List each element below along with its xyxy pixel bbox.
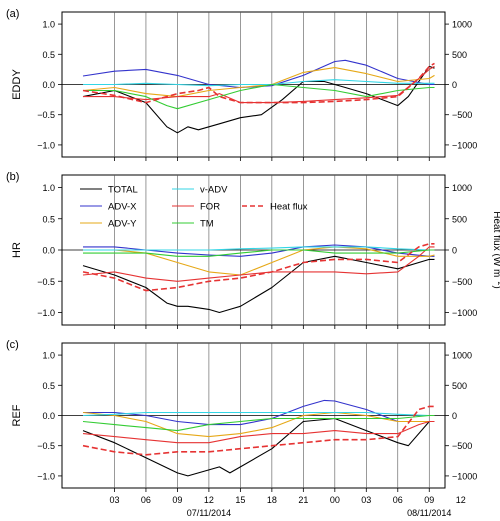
legend-label: TM	[200, 219, 214, 230]
x-tick-label: 06	[141, 495, 151, 505]
legend-label: ADV-X	[108, 202, 137, 213]
y-axis-label-right-text: Heat flux (W m	[491, 211, 500, 277]
y-tick-label-right: 1000	[452, 183, 472, 193]
y-tick-label: −0.5	[37, 110, 55, 120]
y-tick-label: −1.0	[37, 308, 55, 318]
y-axis-label-right-end: )	[491, 285, 500, 288]
panel-eddy: −1.0 −1000 −0.5 −500 0.0 0 0.5 500 1.0 1000 (a) EDD…	[6, 8, 477, 161]
series-line-tm	[83, 83, 435, 110]
y-axis-label-right: Heat flux (W m−2)	[491, 211, 500, 288]
x-tick-label: 21	[298, 495, 308, 505]
x-tick-label: 18	[267, 495, 277, 505]
y-tick-label: −1.0	[37, 140, 55, 150]
y-tick-label-right: −500	[452, 277, 472, 287]
x-tick-label: 09	[424, 495, 434, 505]
series-group	[82, 59, 435, 134]
series-line-heat-flux	[82, 243, 435, 292]
y-tick-label-right: 0	[452, 80, 457, 90]
x-tick-label: 06	[393, 495, 403, 505]
y-tick-label-right: 0	[452, 246, 457, 256]
series-line-total	[82, 65, 435, 134]
y-axis-label: REF	[11, 404, 23, 426]
date-label: 08/11/2014	[407, 508, 451, 518]
series-line-adv-x	[83, 244, 435, 257]
y-tick-label-right: 1000	[452, 351, 472, 361]
y-tick-label: 0.0	[42, 411, 55, 421]
x-tick-label: 09	[172, 495, 182, 505]
legend-label: FOR	[200, 202, 220, 213]
y-axis-label: EDDY	[11, 69, 23, 100]
series-line-for	[83, 65, 435, 104]
series-line-tm	[82, 414, 435, 432]
x-axis: 03 06 09 12 15 18 21 00 03 06 09 12 07/11/2014 08/11/…	[109, 495, 465, 518]
y-tick-label-right: 500	[452, 50, 467, 60]
series-line-heat-flux	[82, 405, 435, 456]
y-tick-label-right: −1000	[452, 140, 477, 150]
x-tick-label: 12	[204, 495, 214, 505]
y-tick-label-right: 1000	[452, 20, 472, 30]
series-line-adv-x	[82, 59, 435, 89]
series-line-heat-flux	[82, 62, 435, 104]
series-line-adv-y	[82, 411, 435, 438]
y-tick-label-right: 500	[452, 214, 467, 224]
y-tick-label: 0.5	[42, 214, 55, 224]
series-line-total	[82, 255, 435, 314]
x-tick-label: 12	[456, 495, 466, 505]
series-group	[82, 243, 435, 314]
panel-label: (c)	[6, 339, 19, 351]
series-group	[82, 399, 435, 477]
series-line-tm	[83, 249, 435, 257]
y-tick-label-right: −500	[452, 110, 472, 120]
series-line-v-adv	[82, 411, 435, 417]
y-tick-label: 0.0	[42, 246, 55, 256]
panel-label: (a)	[6, 8, 19, 20]
panel-ref: −1.0 −1000 −0.5 −500 0.0 0 0.5 500 1.0 1000 (c) REF	[6, 339, 477, 492]
y-tick-label: 0.0	[42, 80, 55, 90]
legend: TOTAL v-ADV ADV-X FOR Heat flux ADV-Y TM	[80, 185, 308, 230]
x-tick-label: 03	[109, 495, 119, 505]
series-line-v-adv	[83, 246, 435, 251]
y-tick-label: −1.0	[37, 471, 55, 481]
series-line-for	[82, 246, 435, 282]
x-tick-label: 03	[361, 495, 371, 505]
series-line-for	[82, 420, 435, 444]
y-tick-label: 1.0	[42, 20, 55, 30]
legend-label: ADV-Y	[108, 219, 137, 230]
y-tick-label: 0.5	[42, 50, 55, 60]
x-tick-label: 00	[330, 495, 340, 505]
y-tick-label: 1.0	[42, 183, 55, 193]
panel-hr: −1.0 −1000 −0.5 −500 0.0 0 0.5 500 1.0 1000 (b) HR H…	[6, 171, 500, 329]
series-line-total	[82, 417, 435, 477]
date-label: 07/11/2014	[187, 508, 231, 518]
legend-label: TOTAL	[108, 185, 138, 196]
panel-label: (b)	[6, 171, 19, 183]
y-tick-label: 0.5	[42, 381, 55, 391]
y-tick-label-right: −1000	[452, 471, 477, 481]
legend-label: v-ADV	[200, 185, 228, 196]
y-tick-label-right: −500	[452, 441, 472, 451]
y-tick-label-right: −1000	[452, 308, 477, 318]
panels: −1.0 −1000 −0.5 −500 0.0 0 0.5 500 1.0 1000 (a) EDD…	[6, 8, 500, 492]
y-tick-label-right: 500	[452, 381, 467, 391]
y-axis-label-right-sup: −2	[496, 277, 500, 285]
y-tick-label: −0.5	[37, 441, 55, 451]
y-tick-label: −0.5	[37, 277, 55, 287]
legend-label: Heat flux	[270, 202, 308, 213]
y-tick-label: 1.0	[42, 351, 55, 361]
x-tick-label: 15	[235, 495, 245, 505]
y-tick-label-right: 0	[452, 411, 457, 421]
y-axis-label: HR	[11, 242, 23, 258]
